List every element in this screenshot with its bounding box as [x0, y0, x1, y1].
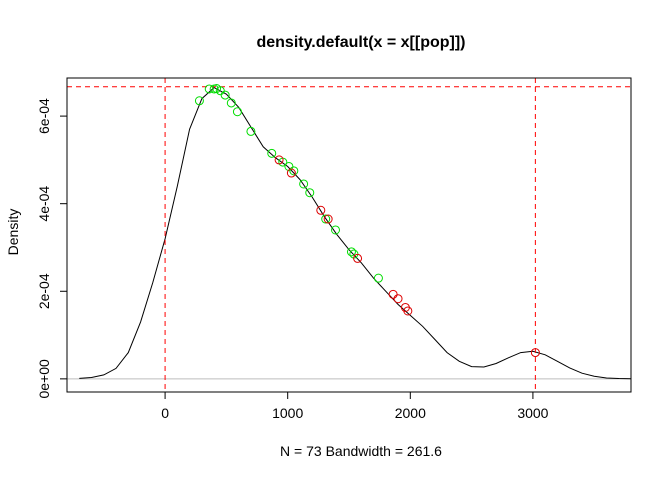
y-tick-label-1: 2e-04 [36, 273, 52, 309]
data-point-1-9 [530, 348, 540, 358]
data-point-0-17 [346, 247, 356, 257]
x-tick-label-1: 1000 [272, 405, 303, 421]
data-point-0-14 [305, 188, 315, 198]
data-point-0-0 [194, 96, 204, 106]
data-point-0-7 [232, 107, 242, 117]
x-axis-label: N = 73 Bandwidth = 261.6 [280, 443, 442, 459]
y-tick-label-0: 0e+00 [36, 359, 52, 399]
data-point-1-6 [393, 294, 403, 304]
data-point-1-4 [353, 253, 363, 263]
data-point-0-8 [246, 126, 256, 136]
data-point-0-9 [267, 148, 277, 158]
data-point-1-5 [388, 289, 398, 299]
data-point-0-13 [299, 179, 309, 189]
data-point-1-2 [316, 205, 326, 215]
data-point-1-8 [403, 306, 413, 316]
data-point-0-1 [204, 84, 214, 94]
data-point-1-1 [286, 168, 296, 178]
data-point-1-3 [323, 214, 333, 224]
data-point-0-6 [226, 98, 236, 108]
density-curve [79, 86, 632, 380]
y-axis: 0e+00 2e-04 4e-04 6e-04 [36, 98, 68, 399]
y-axis-label: Density [5, 209, 21, 256]
y-tick-label-2: 4e-04 [36, 186, 52, 222]
y-tick-label-3: 6e-04 [36, 98, 52, 134]
x-tick-label-2: 2000 [395, 405, 426, 421]
data-point-0-19 [373, 273, 383, 283]
data-point-0-15 [321, 214, 331, 224]
data-point-0-5 [220, 90, 230, 100]
chart-title: density.default(x = x[[pop]]) [256, 34, 465, 51]
plot-area [67, 78, 632, 392]
data-point-1-0 [274, 155, 284, 165]
x-tick-label-3: 3000 [517, 405, 548, 421]
x-axis: 0 1000 2000 3000 [161, 391, 549, 421]
data-point-0-12 [289, 166, 299, 176]
plot-frame [66, 77, 632, 393]
data-point-0-16 [331, 225, 341, 235]
x-tick-label-0: 0 [161, 405, 169, 421]
